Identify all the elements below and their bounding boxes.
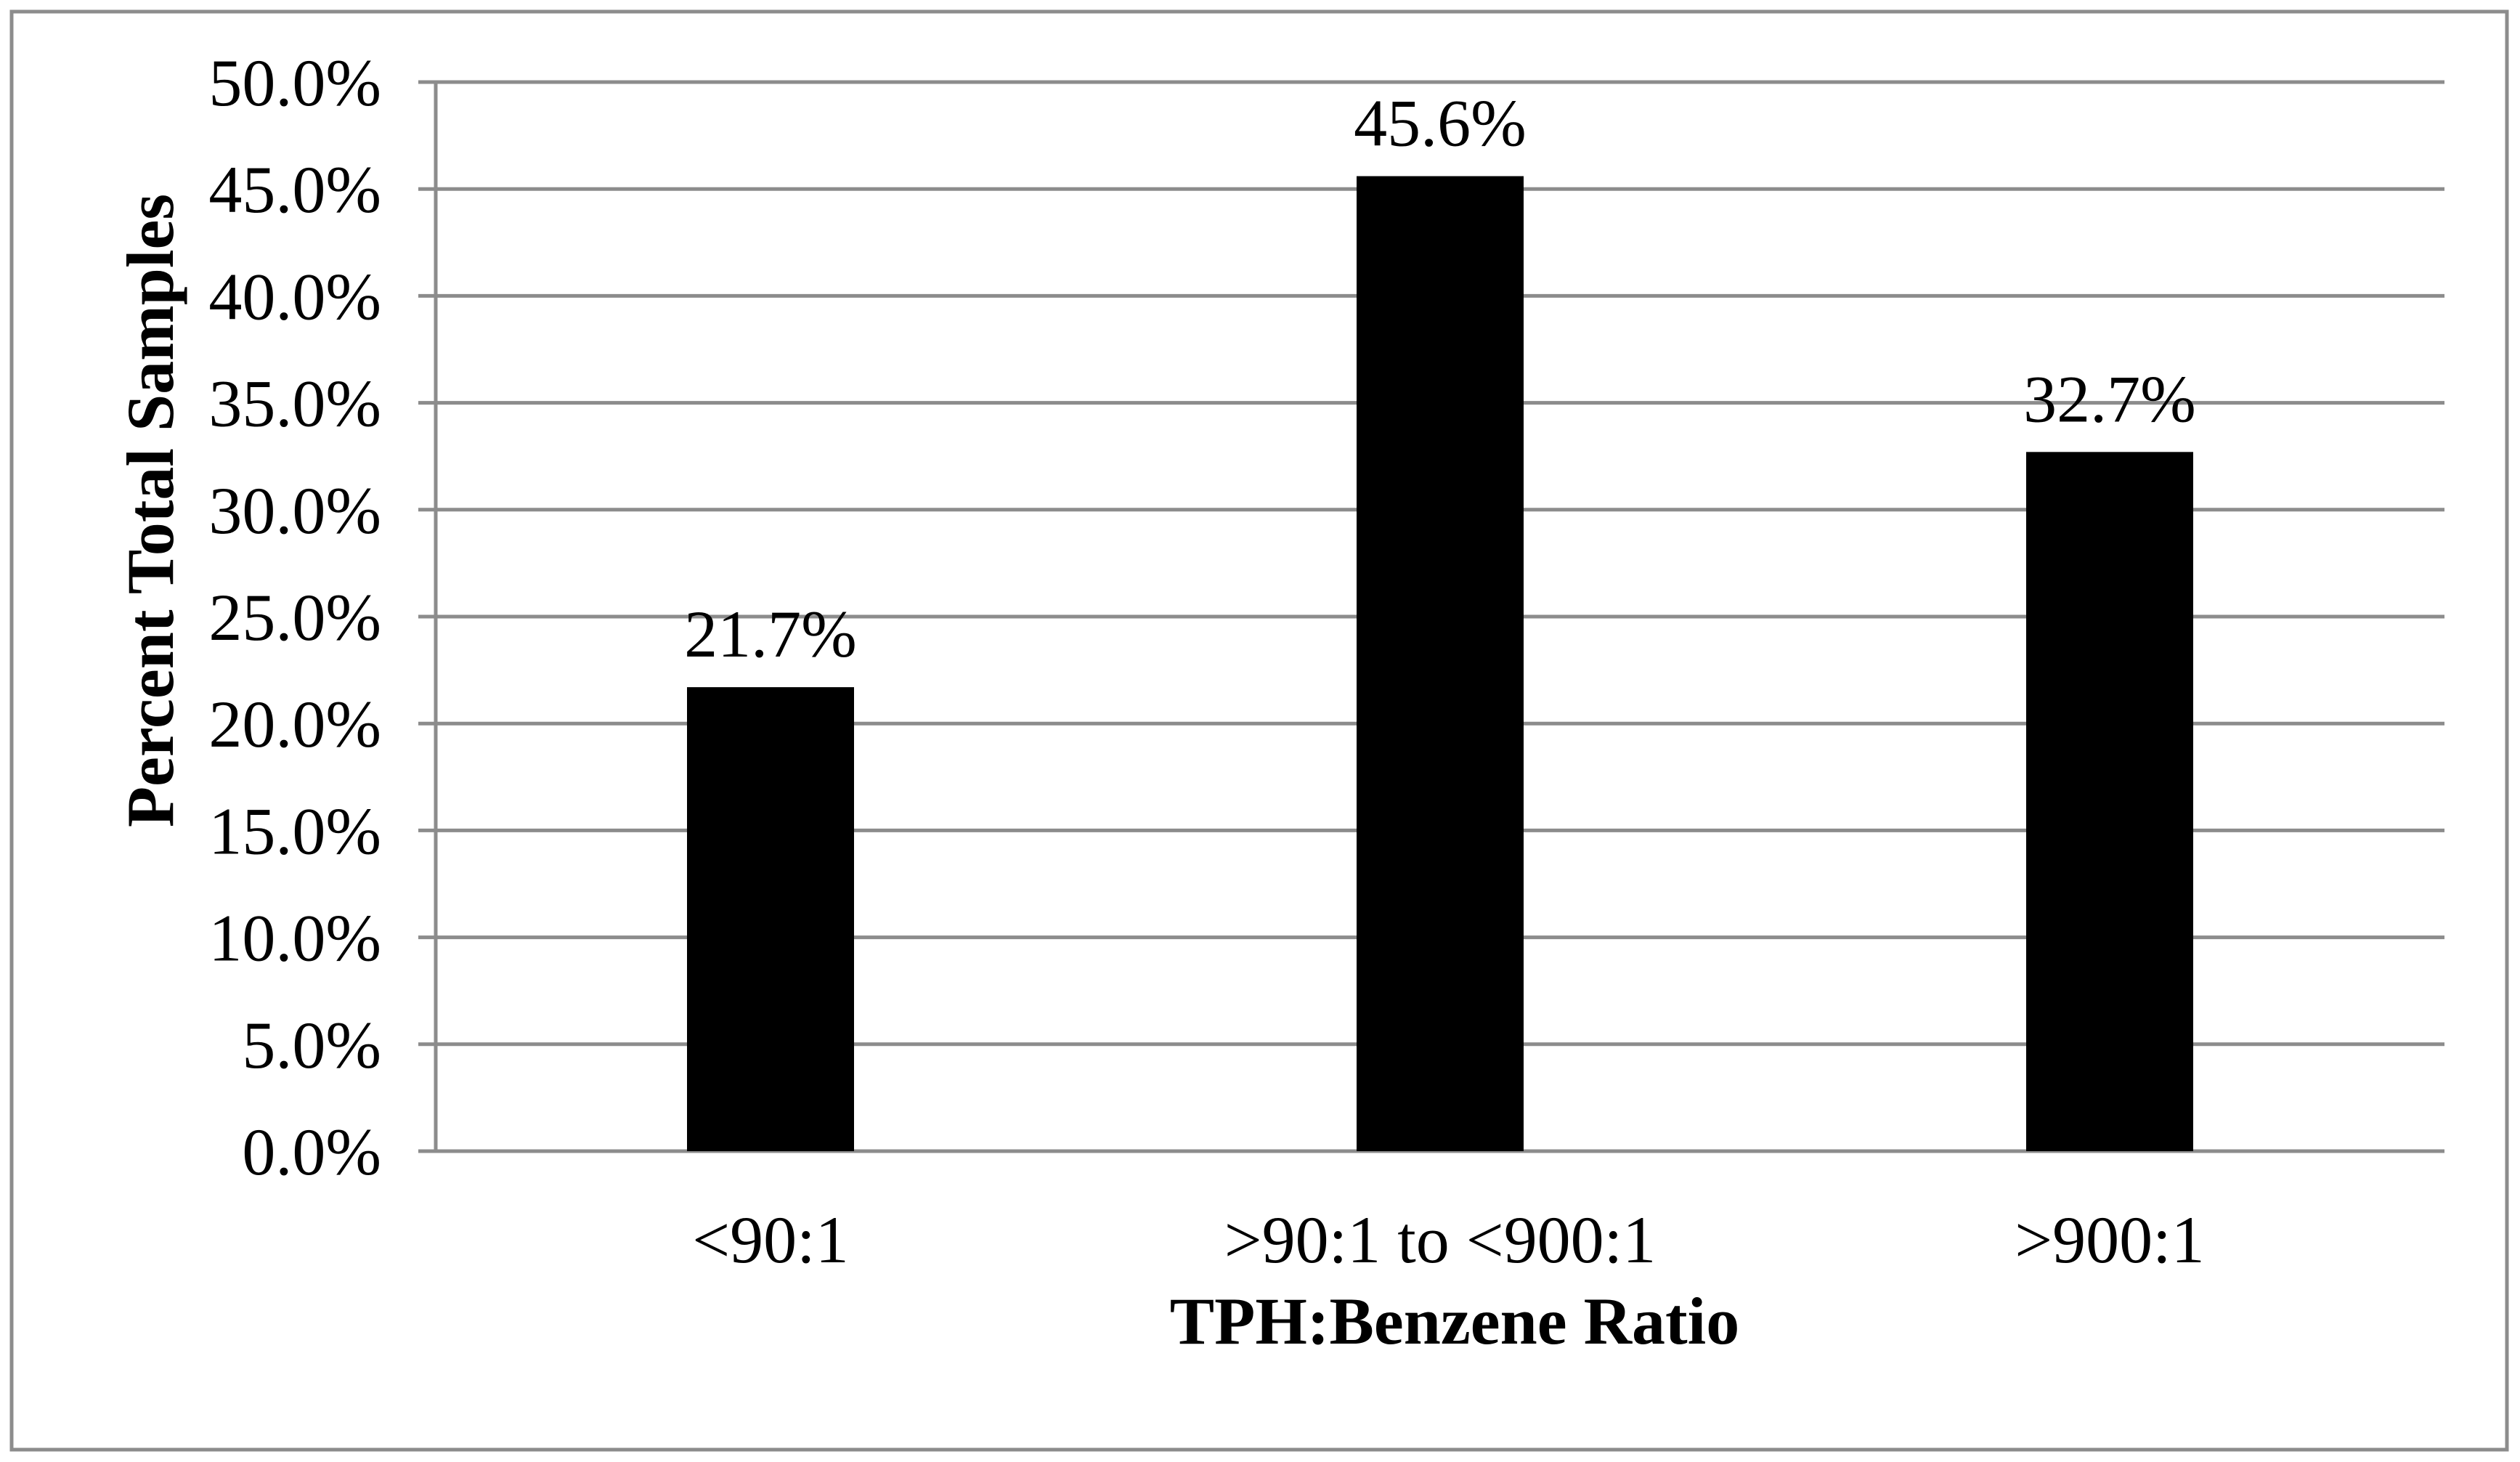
y-tick-label: 10.0% (208, 901, 381, 975)
bar (1357, 176, 1524, 1151)
y-tick-label: 30.0% (208, 474, 381, 548)
data-labels: 21.7% 45.6% 32.7% (684, 86, 2196, 672)
y-tick-label: 50.0% (208, 46, 381, 120)
y-tick-label: 25.0% (208, 580, 381, 654)
y-tick-label: 35.0% (208, 367, 381, 441)
data-label: 21.7% (684, 597, 857, 671)
bars (687, 176, 2193, 1151)
y-tick-labels: 0.0% 5.0% 10.0% 15.0% 20.0% 25.0% 30.0% 35.0% 40… (208, 46, 381, 1189)
data-label: 45.6% (1354, 86, 1527, 161)
data-label: 32.7% (2023, 362, 2196, 436)
y-axis-title: Percent Total Samples (113, 194, 187, 827)
y-tick-label: 15.0% (208, 794, 381, 868)
bar (2026, 452, 2193, 1151)
y-tick-label: 40.0% (208, 259, 381, 333)
x-tick-label: >900:1 (2015, 1203, 2204, 1277)
x-axis-title: TPH:Benzene Ratio (1170, 1284, 1739, 1358)
x-tick-label: >90:1 to <900:1 (1224, 1203, 1656, 1277)
y-tick-label: 20.0% (208, 687, 381, 761)
y-tick-label: 5.0% (242, 1008, 381, 1082)
y-tick-label: 45.0% (208, 153, 381, 227)
x-tick-label: <90:1 (692, 1203, 848, 1277)
bar (687, 687, 854, 1151)
y-tick-label: 0.0% (242, 1115, 381, 1189)
x-tick-labels: <90:1 >90:1 to <900:1 >900:1 (692, 1203, 2204, 1277)
